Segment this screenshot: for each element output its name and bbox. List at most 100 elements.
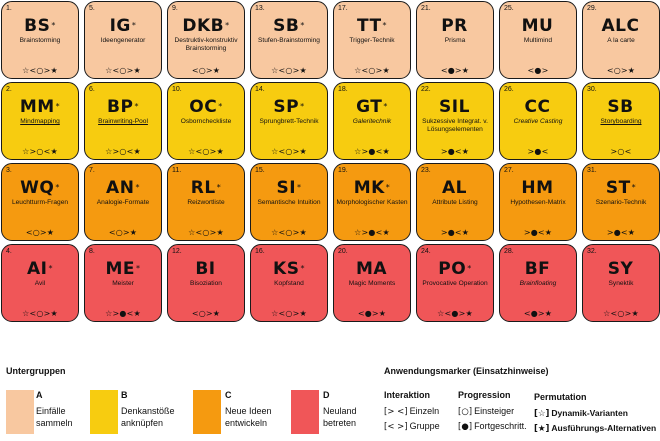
tile-asterisk: * [51, 21, 56, 30]
method-tile: 13. SB* Stufen-Brainstorming ☆<○>★ [250, 1, 328, 79]
tile-name: Bisoziation [190, 280, 222, 287]
tile-number: 30. [587, 86, 597, 93]
tile-markers: <●>★ [523, 309, 553, 318]
tile-number: 14. [255, 86, 265, 93]
method-tile: 30. SB Storyboarding >○< [582, 82, 660, 160]
tile-markers: >●<★ [440, 228, 470, 237]
tile-markers: <○>★ [25, 228, 55, 237]
method-tile: 8. ME* Meister ☆>●<★ [84, 244, 162, 322]
tile-name: Storyboarding [600, 118, 642, 125]
tile-name: Trigger-Technik [349, 37, 395, 44]
tile-name: Ideengenerator [100, 37, 146, 44]
tile-name: Mindmapping [20, 118, 60, 125]
tile-name: A la carte [607, 37, 635, 44]
group-b-letter: B [121, 390, 128, 400]
method-tile: 11. RL* Reizwortliste ☆<○>★ [167, 163, 245, 241]
tile-markers: ☆<○>★ [188, 147, 224, 156]
tile-markers: >○< [610, 147, 632, 156]
tile-number: 11. [172, 167, 182, 174]
tile-symbol: MA [355, 259, 388, 279]
tile-symbol: BI [195, 259, 216, 279]
tile-number: 2. [6, 86, 12, 93]
progression-line-2: [●] Fortgeschritt. [458, 421, 527, 432]
group-c-label: Neue Ideen entwickeln [225, 406, 272, 428]
tile-markers: ☆<○>★ [271, 147, 307, 156]
tile-name: Leuchtturm-Fragen [11, 199, 69, 206]
tile-asterisk: * [216, 183, 222, 192]
tile-symbol: SP* [273, 97, 305, 117]
tile-asterisk: * [631, 183, 637, 192]
tile-number: 6. [89, 86, 95, 93]
tile-name: Sprungbrett-Technik [259, 118, 319, 125]
tile-asterisk: * [135, 183, 140, 192]
tile-asterisk: * [300, 102, 305, 111]
tile-name: Analogie-Formate [96, 199, 150, 206]
interaktion-line-1: [> <] Einzeln [384, 406, 440, 417]
tile-number: 29. [587, 5, 597, 12]
tile-symbol: SB [607, 97, 634, 117]
tile-symbol: IG* [109, 16, 137, 36]
tile-number: 28. [504, 248, 514, 255]
method-tile: 9. DKB* Destruktiv-konstruktiv Brainstormi… [167, 1, 245, 79]
permutation-line-2: [★] Ausführungs-Alternativen [534, 423, 657, 434]
tile-markers: <○>★ [191, 309, 221, 318]
tile-asterisk: * [131, 21, 137, 30]
tile-symbol: SB* [273, 16, 305, 36]
tile-symbol: SY [607, 259, 634, 279]
tile-number: 21. [421, 5, 431, 12]
tile-asterisk: * [48, 264, 53, 273]
swatch-b [90, 390, 118, 434]
tile-name: Meister [112, 280, 134, 287]
interaktion-head: Interaktion [384, 390, 431, 400]
tile-symbol: ST* [605, 178, 637, 198]
method-tile: 1. BS* Brainstorming ☆<○>★ [1, 1, 79, 79]
tile-number: 32. [587, 248, 597, 255]
tile-markers: ☆<○>★ [22, 66, 58, 75]
tile-number: 19. [338, 167, 348, 174]
tile-symbol: SIL [439, 97, 470, 117]
tile-markers: ☆<○>★ [22, 309, 58, 318]
tile-asterisk: * [383, 102, 388, 111]
method-tile: 24. PO* Provocative Operation ☆<●>★ [416, 244, 494, 322]
method-tile: 25. MU Multimind <●> [499, 1, 577, 79]
tile-markers: <○>★ [108, 228, 138, 237]
tile-name: Semantische Intuition [257, 199, 321, 206]
method-tile: 7. AN* Analogie-Formate <○>★ [84, 163, 162, 241]
methods-grid: 1. BS* Brainstorming ☆<○>★ 5. IG* Ideengenerat… [1, 1, 660, 322]
tile-symbol: SI* [276, 178, 302, 198]
tile-number: 10. [172, 86, 182, 93]
tile-number: 26. [504, 86, 514, 93]
progression-head: Progression [458, 390, 511, 400]
tile-number: 12. [172, 248, 182, 255]
tile-symbol: DKB* [182, 16, 230, 36]
tile-name: Brainstorming [19, 37, 61, 44]
tile-markers: ☆>●<★ [354, 147, 390, 156]
tile-symbol: BS* [24, 16, 56, 36]
method-tile: 32. SY Synektik ☆<○>★ [582, 244, 660, 322]
tile-number: 27. [504, 167, 514, 174]
tile-symbol: GT* [356, 97, 388, 117]
tile-name: Magic Moments [348, 280, 396, 287]
tile-markers: ☆>○<★ [105, 147, 141, 156]
group-a-letter: A [36, 390, 43, 400]
tile-number: 16. [255, 248, 265, 255]
tile-name: Reizwortliste [187, 199, 225, 206]
tile-symbol: AI* [27, 259, 53, 279]
tile-name: Avil [34, 280, 46, 287]
tile-name: Osborncheckliste [180, 118, 232, 125]
tile-symbol: PO* [438, 259, 472, 279]
tile-markers: ☆<○>★ [271, 309, 307, 318]
tile-name: Creative Casting [513, 118, 563, 125]
tile-asterisk: * [55, 102, 61, 111]
tile-markers: ☆>●<★ [105, 309, 141, 318]
tile-name: Stufen-Brainstorming [258, 37, 320, 44]
method-tile: 6. BP* Brainwriting-Pool ☆>○<★ [84, 82, 162, 160]
tile-markers: ☆<○>★ [354, 66, 390, 75]
tile-number: 24. [421, 248, 431, 255]
tile-name: Szenario-Technik [595, 199, 647, 206]
tile-symbol: BP* [107, 97, 139, 117]
tile-asterisk: * [300, 264, 305, 273]
swatch-a [6, 390, 34, 434]
tile-markers: <●>★ [357, 309, 387, 318]
